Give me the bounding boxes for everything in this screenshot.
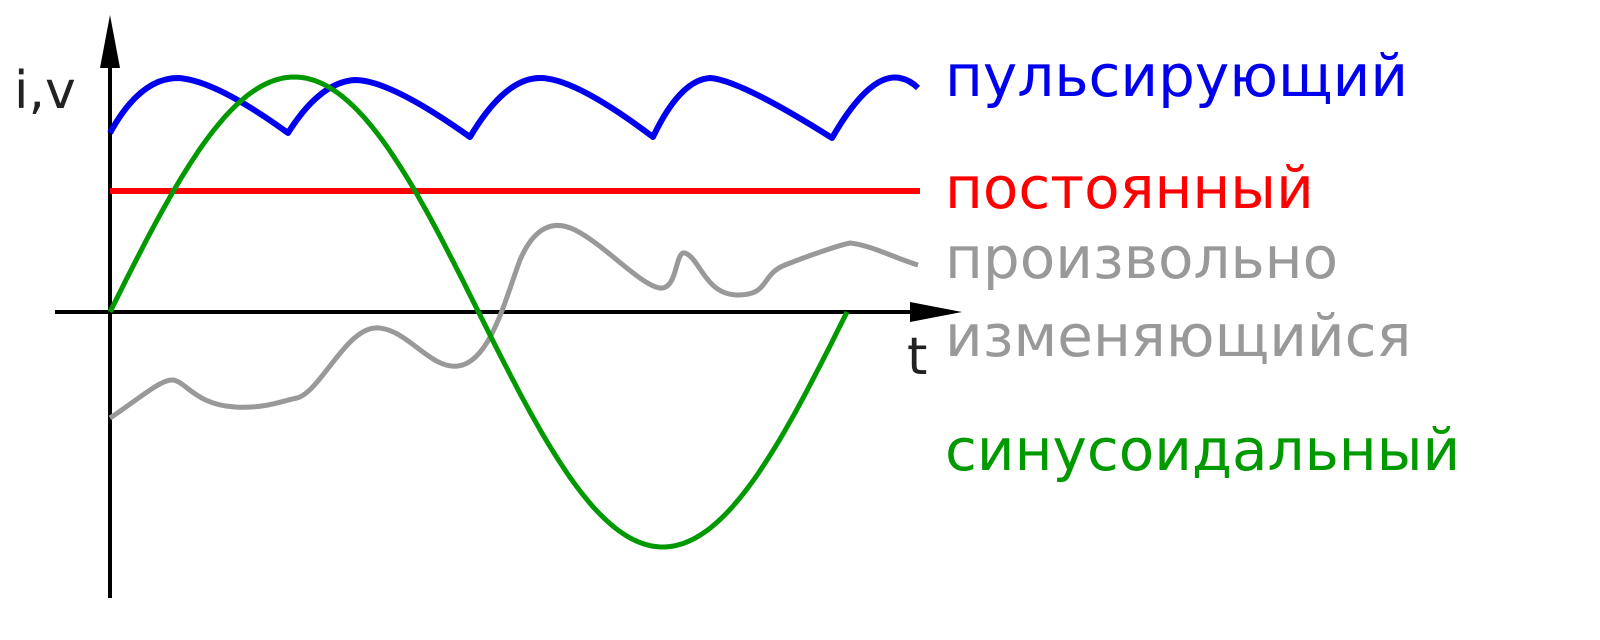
pulsating-curve [107,74,921,141]
constant-label: постоянный [945,154,1314,222]
y-arrow [100,15,120,68]
sinusoidal-label: синусоидальный [945,416,1460,484]
pulsating-label: пульсирующий [945,42,1408,110]
x-arrow [910,302,962,322]
arbitrary-label: произвольно [945,224,1338,292]
y-axis-label: i,v [14,61,76,121]
arbitrary-label: изменяющийся [945,302,1411,370]
sinusoidal-curve [107,74,850,550]
x-axis-label: t [907,327,927,387]
arbitrary-curve [108,222,919,421]
